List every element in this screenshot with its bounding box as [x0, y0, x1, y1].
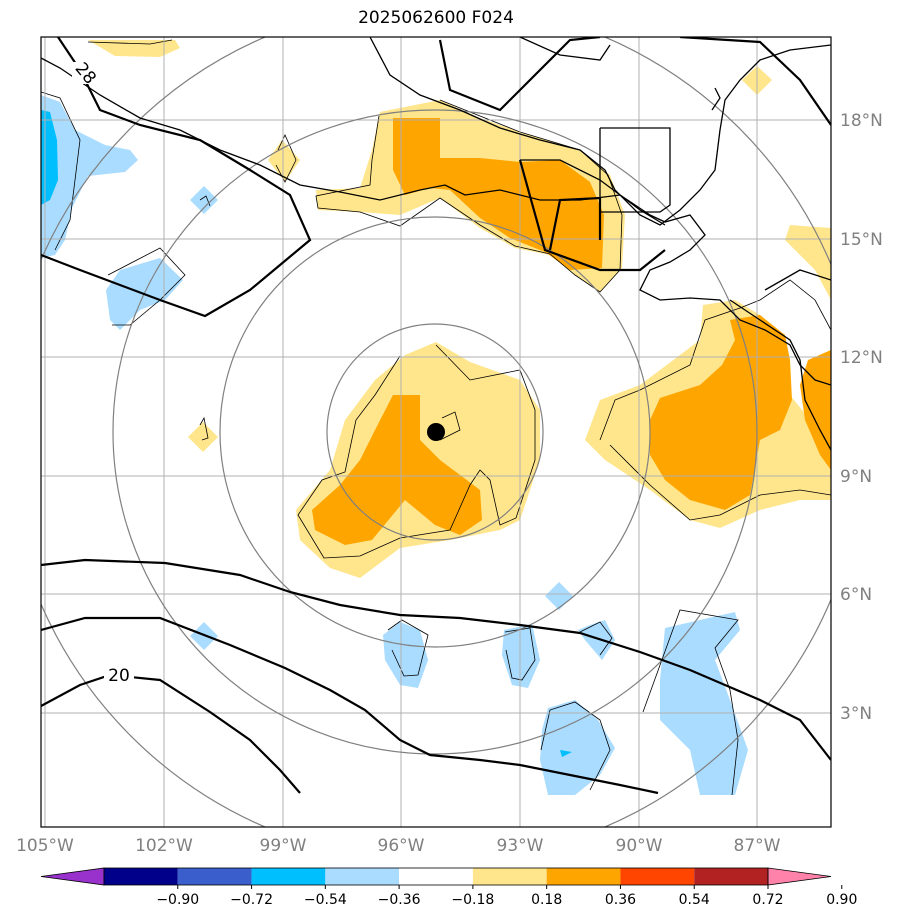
colorbar-segment [325, 868, 400, 885]
colorbar: −0.90 −0.72 −0.54 −0.36 −0.18 0.18 0.36 0.54 0.7… [40, 867, 857, 908]
cyan-region-small [560, 750, 572, 757]
colorbar-segment [251, 868, 326, 885]
contour-north [438, 37, 601, 112]
range-ring-1 [326, 323, 544, 541]
thin-contour-center [297, 344, 536, 559]
thin-contour-h [199, 416, 209, 441]
range-ring-3 [112, 109, 758, 755]
lon-label-87w: 87°W [734, 836, 781, 856]
border-honduras [764, 269, 831, 291]
lon-label-102w: 102°W [135, 836, 193, 856]
colorbar-segment [546, 868, 621, 885]
lon-label-99w: 99°W [260, 836, 307, 856]
map-frame [40, 36, 832, 828]
contour-label-20: 20 [108, 666, 130, 686]
graticule [41, 37, 831, 827]
colorbar-segment [399, 868, 473, 885]
thin-contour-c [387, 619, 429, 677]
colorbar-segment [620, 868, 695, 885]
contour-northeast [679, 37, 831, 126]
thin-contour-f [540, 701, 611, 791]
colorbar-label: 0.54 [679, 892, 710, 908]
yellow-diamond-a [268, 140, 300, 182]
yucatan-north [519, 37, 611, 61]
thin-contour-d [504, 627, 536, 681]
colorbar-label: −0.18 [451, 892, 494, 908]
thin-contour-west [41, 91, 81, 251]
coast-belize [711, 87, 721, 111]
colorbar-label: 0.90 [826, 892, 857, 908]
lat-label-12n: 12°N [840, 348, 883, 368]
blue-diamond-c [545, 582, 573, 610]
colorbar-extend-low [40, 867, 105, 886]
colorbar-label: 0.18 [531, 892, 562, 908]
colorbar-label: 0.72 [752, 892, 783, 908]
map-title: 2025062600 F024 [358, 8, 514, 28]
border-guatemala [520, 159, 666, 226]
range-ring-2 [219, 216, 651, 648]
yellow-diamond-c [188, 422, 218, 452]
colorbar-extend-high [767, 867, 832, 886]
lat-label-3n: 3°N [840, 704, 872, 724]
thin-contour-j [439, 411, 461, 441]
blue-diamond-a [190, 186, 218, 214]
thick-contours [41, 37, 831, 795]
coast-nicaragua [729, 299, 831, 451]
yellow-region-top [88, 40, 180, 57]
contour-east-inland [518, 159, 666, 272]
thin-contour-top [87, 39, 173, 45]
lat-label-6n: 6°N [840, 585, 872, 605]
lat-label-9n: 9°N [840, 467, 872, 487]
contour-mid [41, 558, 831, 761]
colorbar-segment [472, 868, 547, 885]
range-rings [41, 37, 831, 827]
lat-tick-labels: 3°N 6°N 9°N 12°N 15°N 18°N [840, 111, 883, 724]
lon-tick-labels: 105°W 102°W 99°W 96°W 93°W 90°W 87°W [16, 836, 781, 856]
yellow-region-east [585, 225, 831, 528]
contour-label-28-bg [72, 62, 100, 84]
blue-region-c [383, 622, 428, 688]
blue-region-west [41, 95, 138, 258]
blue-region-f [540, 700, 615, 795]
lon-label-93w: 93°W [497, 836, 544, 856]
colorbar-label: −0.54 [304, 892, 347, 908]
map-area: 28 20 [41, 37, 831, 827]
thin-contour-east-top [599, 279, 831, 441]
lon-label-90w: 90°W [616, 836, 663, 856]
contour-label-20-bg [104, 664, 134, 686]
lon-label-105w: 105°W [16, 836, 74, 856]
pacific-coastline [41, 57, 831, 386]
contour-28 [41, 37, 312, 318]
lat-label-18n: 18°N [840, 111, 883, 131]
gulf-coastline [369, 37, 831, 226]
lat-label-15n: 15°N [840, 230, 883, 250]
colorbar-outline [103, 867, 769, 886]
lon-label-96w: 96°W [378, 836, 425, 856]
colorbar-segment [694, 868, 768, 885]
thin-contour-b [107, 247, 186, 326]
colorbar-segment [104, 868, 178, 885]
blue-region-e [578, 620, 615, 660]
orange-region-north [393, 118, 604, 270]
contour-20 [41, 673, 301, 794]
colorbar-label: 0.36 [605, 892, 636, 908]
thin-contour-east-bottom [609, 444, 831, 521]
colorbar-label: −0.72 [230, 892, 273, 908]
orange-region-edge [800, 350, 831, 470]
colorbar-segment [177, 868, 252, 885]
contour-east-loop [548, 196, 602, 251]
colorbar-label: −0.90 [156, 892, 199, 908]
coastlines [41, 37, 831, 451]
thin-contour-e [579, 621, 613, 656]
orange-region-center [312, 395, 482, 545]
thin-contour-g [642, 609, 739, 796]
colorbar-label: −0.36 [378, 892, 421, 908]
contour-lower [41, 616, 659, 795]
storm-center-marker [427, 423, 445, 441]
blue-region-d [502, 624, 540, 688]
